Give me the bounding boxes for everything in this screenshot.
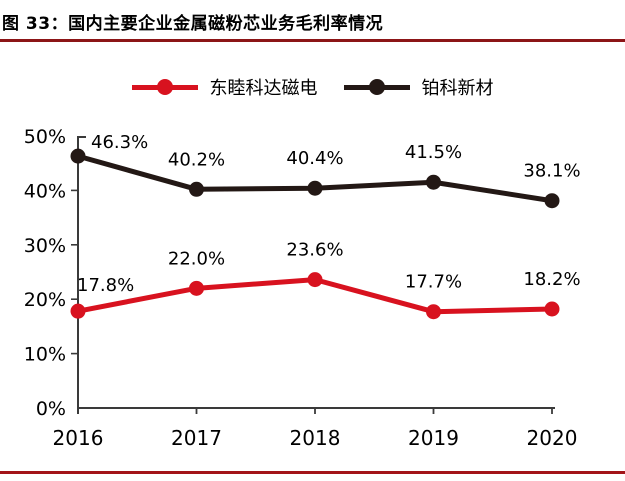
data-point-label: 22.0%: [168, 248, 225, 269]
data-point-label: 41.5%: [405, 142, 462, 163]
data-point-label: 17.8%: [77, 275, 134, 296]
data-point-marker: [307, 272, 323, 288]
data-point-marker: [70, 303, 86, 319]
data-point-marker: [70, 148, 86, 164]
data-point-label: 18.2%: [523, 269, 580, 290]
x-tick-label: 2016: [53, 426, 104, 450]
legend-line-marker-icon: [343, 79, 410, 95]
x-tick-label: 2019: [408, 426, 459, 450]
x-tick-label: 2018: [290, 426, 341, 450]
legend-dot-icon: [156, 79, 173, 95]
data-point-marker: [544, 301, 560, 317]
footer-rule: [0, 471, 625, 474]
y-tick-label: 20%: [24, 289, 66, 311]
data-point-label: 40.4%: [286, 148, 343, 169]
data-point-marker: [307, 180, 323, 196]
title-underline-rule: [0, 39, 625, 42]
y-tick-label: 0%: [36, 398, 66, 420]
y-tick-label: 30%: [24, 235, 66, 257]
legend-item-0: 东睦科达磁电: [131, 74, 318, 100]
data-point-marker: [426, 174, 441, 190]
legend-line-marker-icon: [131, 79, 198, 95]
legend-dot-icon: [368, 79, 385, 95]
data-point-marker: [189, 181, 204, 197]
data-point-label: 23.6%: [286, 240, 343, 261]
x-tick-label: 2020: [527, 426, 578, 450]
legend-label: 东睦科达磁电: [209, 78, 318, 99]
data-point-label: 17.7%: [405, 272, 462, 293]
x-tick-label: 2017: [171, 426, 222, 450]
figure-title: 图 33：国内主要企业金属磁粉芯业务毛利率情况: [2, 14, 384, 34]
data-point-marker: [544, 193, 560, 209]
data-point-label: 40.2%: [168, 149, 225, 170]
legend-label: 铂科新材: [421, 78, 494, 99]
y-tick-label: 10%: [24, 344, 66, 366]
data-point-marker: [426, 304, 441, 320]
y-tick-label: 40%: [24, 180, 66, 202]
data-point-label: 38.1%: [523, 161, 580, 182]
data-point-label: 46.3%: [91, 132, 148, 153]
legend-item-1: 铂科新材: [343, 74, 494, 100]
data-point-marker: [189, 280, 204, 296]
chart-legend: 东睦科达磁电 铂科新材: [0, 73, 625, 101]
y-tick-label: 50%: [24, 126, 66, 148]
